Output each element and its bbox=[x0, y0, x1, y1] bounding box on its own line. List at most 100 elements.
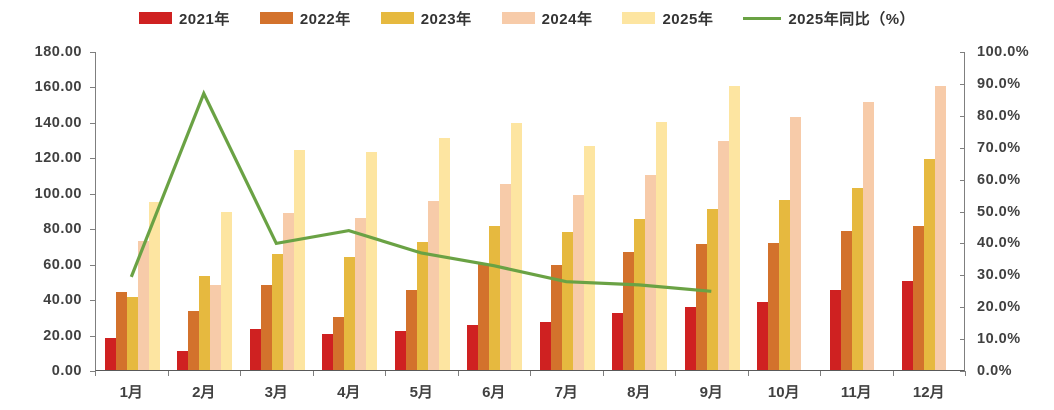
bar-2022年-10月 bbox=[768, 243, 780, 370]
y-axis-right-label: 100.0% bbox=[977, 44, 1030, 60]
axis-tick bbox=[240, 371, 241, 376]
y-axis-right-label: 50.0% bbox=[977, 203, 1021, 220]
y-axis-right-label: 90.0% bbox=[977, 75, 1021, 92]
y-axis-left-label: 20.00 bbox=[43, 327, 82, 344]
bar-2024年-2月 bbox=[210, 284, 222, 370]
bar-2023年-8月 bbox=[634, 219, 646, 370]
bar-2025年-3月 bbox=[293, 150, 305, 370]
y-axis-right-label: 20.0% bbox=[977, 299, 1021, 316]
bar-2022年-2月 bbox=[188, 310, 200, 370]
bar-2023年-5月 bbox=[416, 242, 428, 370]
x-axis-label-5月: 5月 bbox=[409, 384, 433, 401]
bar-2022年-11月 bbox=[840, 230, 852, 370]
bar-2025年-4月 bbox=[366, 152, 378, 370]
legend-label: 2022年 bbox=[299, 10, 351, 28]
x-axis-label-9月: 9月 bbox=[699, 384, 723, 401]
bar-2022年-5月 bbox=[405, 290, 417, 370]
y-axis-left-label: 140.00 bbox=[34, 114, 82, 131]
bar-2022年-8月 bbox=[623, 252, 635, 370]
y-axis-left-label: 100.00 bbox=[34, 185, 82, 202]
legend-bar-swatch bbox=[380, 12, 414, 24]
bar-2023年-11月 bbox=[851, 188, 863, 370]
x-axis-label-1月: 1月 bbox=[119, 384, 143, 401]
bar-2023年-10月 bbox=[779, 199, 791, 370]
bar-2024年-5月 bbox=[427, 200, 439, 370]
bar-2022年-6月 bbox=[478, 263, 490, 370]
axis-tick bbox=[960, 179, 965, 181]
x-axis-label-12月: 12月 bbox=[912, 384, 945, 401]
axis-tick bbox=[960, 243, 965, 245]
legend-item-5[interactable]: 2025年同比（%） bbox=[743, 8, 915, 29]
bar-2022年-9月 bbox=[695, 244, 707, 370]
axis-tick bbox=[960, 211, 965, 213]
x-axis-label-10月: 10月 bbox=[767, 384, 800, 401]
axis-tick bbox=[675, 371, 676, 376]
bar-2021年-10月 bbox=[757, 301, 769, 370]
y-axis-left-label: 160.00 bbox=[34, 79, 82, 96]
bar-2024年-3月 bbox=[282, 213, 294, 370]
bar-2024年-1月 bbox=[137, 240, 149, 370]
axis-tick bbox=[457, 371, 459, 376]
bar-2024年-8月 bbox=[645, 175, 657, 370]
bar-2024年-10月 bbox=[790, 116, 802, 370]
legend-item-4[interactable]: 2025年 bbox=[622, 8, 713, 29]
axis-tick bbox=[820, 371, 821, 376]
bar-2023年-4月 bbox=[344, 257, 356, 370]
bar-2023年-9月 bbox=[706, 208, 718, 370]
bar-2023年-7月 bbox=[561, 231, 573, 370]
axis-tick bbox=[90, 87, 95, 89]
axis-tick bbox=[960, 52, 965, 53]
bar-2022年-12月 bbox=[913, 225, 925, 370]
bar-2023年-1月 bbox=[126, 297, 138, 370]
y-axis-left-label: 60.00 bbox=[43, 256, 82, 273]
y-axis-left-label: 80.00 bbox=[43, 221, 82, 238]
plot-area bbox=[95, 52, 965, 371]
axis-tick bbox=[90, 193, 95, 195]
bar-2025年-1月 bbox=[148, 201, 160, 370]
yoy-line bbox=[129, 89, 712, 293]
axis-tick bbox=[960, 339, 965, 341]
legend-item-2[interactable]: 2023年 bbox=[380, 8, 472, 29]
y-axis-right-label: 80.0% bbox=[977, 107, 1021, 124]
axis-tick bbox=[892, 371, 894, 376]
bar-2024年-6月 bbox=[500, 183, 512, 370]
axis-tick bbox=[960, 371, 965, 372]
bar-2024年-11月 bbox=[862, 102, 874, 370]
bar-2021年-8月 bbox=[612, 313, 624, 370]
bar-2025年-8月 bbox=[656, 121, 668, 370]
bar-2021年-2月 bbox=[177, 350, 189, 370]
legend-bar-swatch bbox=[501, 12, 535, 24]
legend-label: 2021年 bbox=[178, 10, 230, 28]
legend-bar-swatch bbox=[138, 12, 172, 24]
axis-tick bbox=[90, 229, 95, 231]
bar-2021年-6月 bbox=[467, 324, 479, 370]
axis-tick bbox=[602, 371, 604, 376]
y-axis-right-label: 40.0% bbox=[977, 235, 1021, 252]
legend-item-0[interactable]: 2021年 bbox=[138, 8, 230, 29]
bar-2025年-9月 bbox=[728, 85, 740, 370]
axis-tick bbox=[90, 122, 95, 124]
axis-tick bbox=[90, 371, 95, 372]
y-axis-left-label: 40.00 bbox=[43, 292, 82, 309]
axis-tick bbox=[960, 147, 965, 149]
legend-item-3[interactable]: 2024年 bbox=[501, 8, 593, 29]
axis-tick bbox=[90, 264, 95, 266]
legend-item-1[interactable]: 2022年 bbox=[259, 8, 351, 29]
axis-tick bbox=[90, 335, 95, 337]
bar-2021年-5月 bbox=[394, 331, 406, 370]
axis-tick bbox=[960, 307, 965, 309]
y-axis-right-label: 60.0% bbox=[977, 171, 1021, 188]
bar-2023年-6月 bbox=[489, 226, 501, 370]
legend-bar-swatch bbox=[622, 12, 656, 24]
x-axis-label-7月: 7月 bbox=[554, 384, 578, 401]
bar-2025年-5月 bbox=[438, 137, 450, 370]
y-axis-right-label: 70.0% bbox=[977, 139, 1021, 156]
x-axis-label-11月: 11月 bbox=[840, 384, 872, 401]
y-axis-left-label: 0.00 bbox=[51, 363, 82, 379]
y-axis-right-label: 0.0% bbox=[977, 363, 1013, 379]
bar-2021年-11月 bbox=[829, 290, 841, 370]
legend-label: 2025年同比（%） bbox=[788, 10, 916, 28]
axis-tick bbox=[167, 371, 169, 376]
axis-tick bbox=[385, 371, 386, 376]
legend-label: 2025年 bbox=[662, 10, 714, 28]
